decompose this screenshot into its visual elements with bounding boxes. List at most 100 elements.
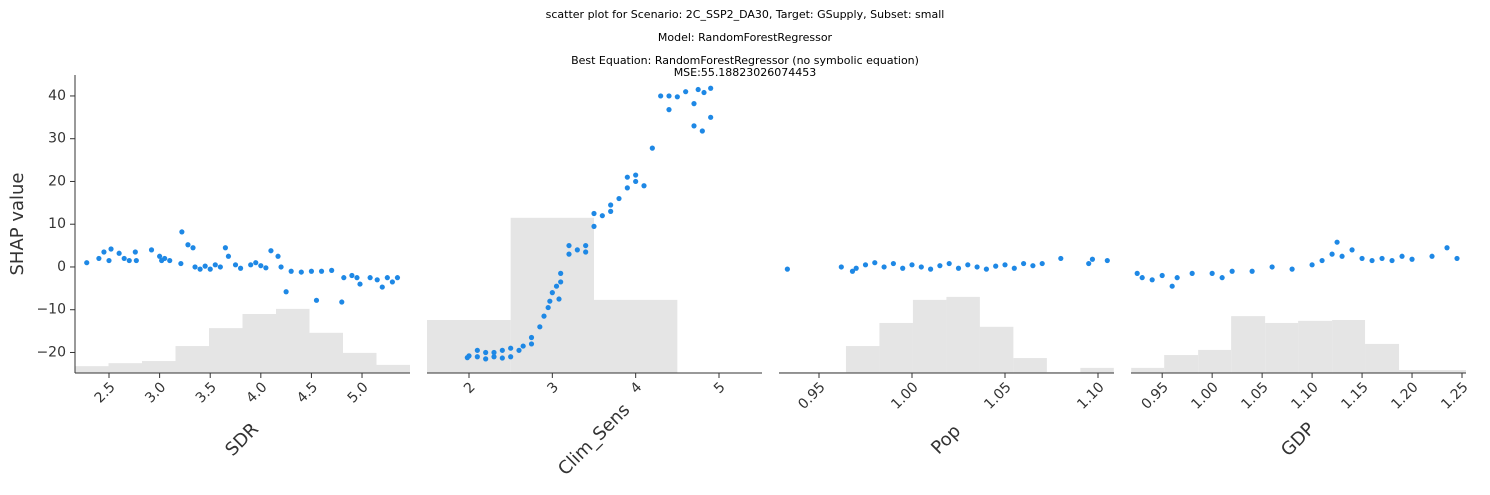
scatter-point (909, 262, 915, 268)
scatter-point (357, 281, 363, 287)
scatter-point (537, 324, 543, 330)
scatter-point (275, 253, 281, 259)
scatter-point (474, 354, 480, 360)
scatter-point (983, 266, 989, 272)
histogram-bar (75, 366, 109, 373)
scatter-point (190, 245, 196, 251)
scatter-point (1011, 265, 1017, 271)
x-tick-label: 1.15 (1338, 379, 1371, 412)
histogram-bar (1013, 358, 1047, 373)
histogram-bar (946, 296, 980, 373)
scatter-point (121, 255, 127, 262)
scatter-point (541, 313, 547, 319)
scatter-point (167, 257, 173, 264)
scatter-point (308, 268, 315, 274)
scatter-point (528, 334, 535, 341)
scatter-point (927, 266, 934, 272)
scatter-point (691, 123, 697, 129)
scatter-point (178, 260, 184, 267)
scatter-point (1444, 245, 1450, 251)
scatter-point (674, 94, 680, 100)
scatter-point (608, 208, 614, 214)
scatter-point (508, 354, 514, 360)
scatter-point (838, 264, 844, 270)
scatter-point (862, 262, 869, 268)
x-tick-label: 5.0 (345, 379, 372, 406)
scatter-point (1249, 268, 1255, 274)
scatter-point (1339, 253, 1345, 259)
scatter-point (126, 257, 132, 264)
histogram-bar (1399, 370, 1433, 373)
histogram-bar (510, 217, 594, 373)
histogram-bar (879, 322, 913, 373)
scatter-point (608, 202, 614, 208)
scatter-point (1349, 247, 1355, 253)
scatter-point (1058, 255, 1064, 262)
scatter-point (890, 260, 896, 267)
x-tick-label: 4 (628, 379, 646, 397)
scatter-point (1329, 251, 1335, 257)
histogram-bar (1131, 367, 1165, 373)
scatter-point (253, 260, 259, 266)
histogram-bar (276, 308, 310, 373)
x-tick-label: 1.05 (1238, 379, 1271, 412)
scatter-point (116, 250, 122, 256)
scatter-point (556, 296, 562, 302)
scatter-point (1039, 260, 1045, 267)
scatter-point (918, 264, 924, 270)
scatter-point (666, 107, 672, 113)
scatter-point (225, 253, 232, 259)
histogram-bar (343, 352, 377, 373)
scatter-point (318, 268, 325, 274)
scatter-point (157, 253, 163, 259)
scatter-point (374, 277, 380, 283)
scatter-point (566, 242, 572, 249)
scatter-point (202, 263, 208, 269)
scatter-point (591, 210, 597, 217)
scatter-point (558, 279, 564, 285)
x-tick-label: 2.5 (92, 379, 119, 406)
scatter-point (853, 265, 859, 271)
scatter-point (192, 264, 198, 270)
histogram-bar (1080, 367, 1114, 373)
scatter-point (624, 185, 630, 191)
scatter-point (313, 297, 320, 303)
scatter-point (96, 255, 102, 262)
x-tick-label: 2 (461, 379, 479, 397)
x-axis-label: Clim_Sens (554, 400, 634, 480)
scatter-point (283, 289, 289, 295)
histogram-bar (142, 361, 176, 373)
x-tick-label: 0.95 (795, 379, 828, 412)
scatter-point (483, 356, 489, 362)
scatter-point (394, 275, 401, 281)
y-tick-label: −10 (36, 302, 66, 318)
scatter-point (784, 266, 790, 272)
scatter-point (1104, 257, 1110, 264)
scatter-point (691, 101, 697, 107)
histogram-bar (376, 364, 410, 373)
histogram-bar (108, 363, 142, 373)
scatter-point (583, 242, 589, 249)
histogram-bar (1432, 370, 1466, 373)
scatter-point (616, 195, 622, 202)
scatter-point (263, 265, 269, 271)
scatter-point (900, 265, 906, 271)
scatter-point (708, 85, 714, 91)
scatter-point (384, 275, 390, 281)
scatter-point (466, 353, 472, 359)
scatter-point (1219, 275, 1225, 281)
scatter-point (207, 266, 213, 272)
scatter-point (1089, 256, 1096, 262)
scatter-point (288, 268, 294, 274)
histogram-bar (845, 346, 880, 373)
scatter-point (1269, 264, 1275, 270)
scatter-point (298, 269, 304, 275)
scatter-point (133, 257, 139, 264)
scatter-point (84, 260, 90, 266)
scatter-point (545, 304, 551, 311)
scatter-point (379, 284, 385, 290)
scatter-point (1334, 239, 1340, 245)
scatter-point (212, 262, 218, 268)
scatter-point (1319, 257, 1325, 264)
scatter-point (278, 264, 284, 270)
